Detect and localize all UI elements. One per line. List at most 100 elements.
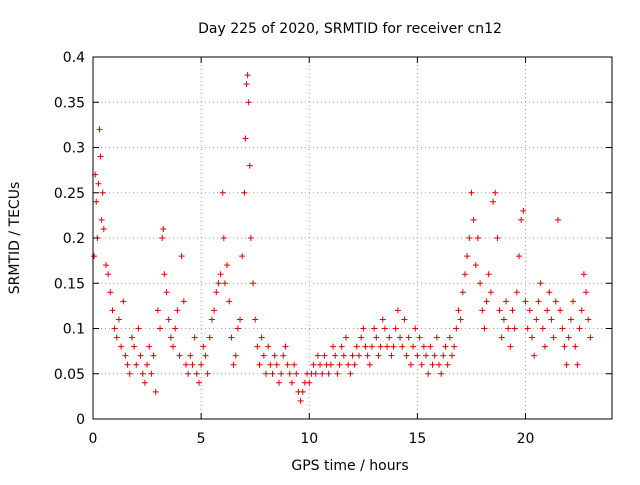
data-point [522,298,529,305]
data-point [243,81,250,88]
y-tick-label: 0.3 [63,141,85,157]
data-point [427,343,434,350]
data-point [195,379,202,386]
data-point [105,271,112,278]
data-point [509,307,516,314]
data-point [364,352,371,359]
data-point [353,343,360,350]
data-point [239,253,246,260]
data-point [113,334,120,341]
data-point [516,253,523,260]
data-point [500,316,507,323]
data-point [433,334,440,341]
data-point [286,370,293,377]
data-point [144,361,151,368]
data-point [368,343,375,350]
data-point [128,334,135,341]
data-point [546,289,553,296]
data-point [505,325,512,332]
data-point [358,334,365,341]
data-point [230,361,237,368]
data-point [366,361,373,368]
data-point [165,316,172,323]
data-point [154,307,161,314]
data-point [539,325,546,332]
data-point [580,271,587,278]
data-point [583,289,590,296]
data-point [407,361,414,368]
data-point [260,352,267,359]
data-point [537,280,544,287]
data-point [334,370,341,377]
data-point [459,289,466,296]
data-point [420,343,427,350]
data-point [244,72,251,79]
data-point [111,325,118,332]
data-point [284,361,291,368]
data-point [410,343,417,350]
data-point [161,271,168,278]
y-tick-label: 0.35 [54,95,85,111]
data-point [250,280,257,287]
data-point [288,379,295,386]
data-point [528,334,535,341]
data-point [570,298,577,305]
data-point [126,370,133,377]
data-point [312,370,319,377]
data-point [557,307,564,314]
data-point [481,325,488,332]
data-point [93,198,100,205]
data-point [451,343,458,350]
data-point [213,289,220,296]
data-point [273,361,280,368]
data-point [470,216,477,223]
data-point [180,298,187,305]
data-point [246,162,253,169]
data-point [325,370,332,377]
data-point [321,352,328,359]
data-point [118,343,125,350]
data-point [412,325,419,332]
x-tick-label: 5 [197,431,206,447]
data-point [416,334,423,341]
data-point [102,262,109,269]
data-point [507,343,514,350]
data-point [120,298,127,305]
data-point [379,316,386,323]
data-point [554,216,561,223]
data-point [297,397,304,404]
y-tick-label: 0.05 [54,367,85,383]
data-point [252,316,259,323]
data-point [124,361,131,368]
data-point [245,99,252,106]
data-point [220,235,227,241]
data-point [278,370,285,377]
data-point [206,334,213,341]
data-point [265,343,272,350]
data-point [531,352,538,359]
data-point [468,189,475,196]
data-point [293,370,300,377]
x-axis-title: GPS time / hours [291,458,408,474]
data-point [150,352,157,359]
data-point [351,361,358,368]
data-point [170,343,177,350]
data-point [100,225,107,232]
data-point [455,307,462,314]
data-point [131,343,138,350]
data-point [135,325,142,332]
data-point [485,271,492,278]
data-point [578,307,585,314]
data-point [511,325,518,332]
data-point [572,343,579,350]
x-tick-label: 0 [89,431,98,447]
data-point [95,180,102,187]
data-point [232,352,239,359]
data-point [241,189,248,196]
data-point [384,343,391,350]
data-point [200,343,207,350]
data-point [330,343,337,350]
x-tick-label: 10 [300,431,318,447]
data-point [256,361,263,368]
data-point [338,343,345,350]
